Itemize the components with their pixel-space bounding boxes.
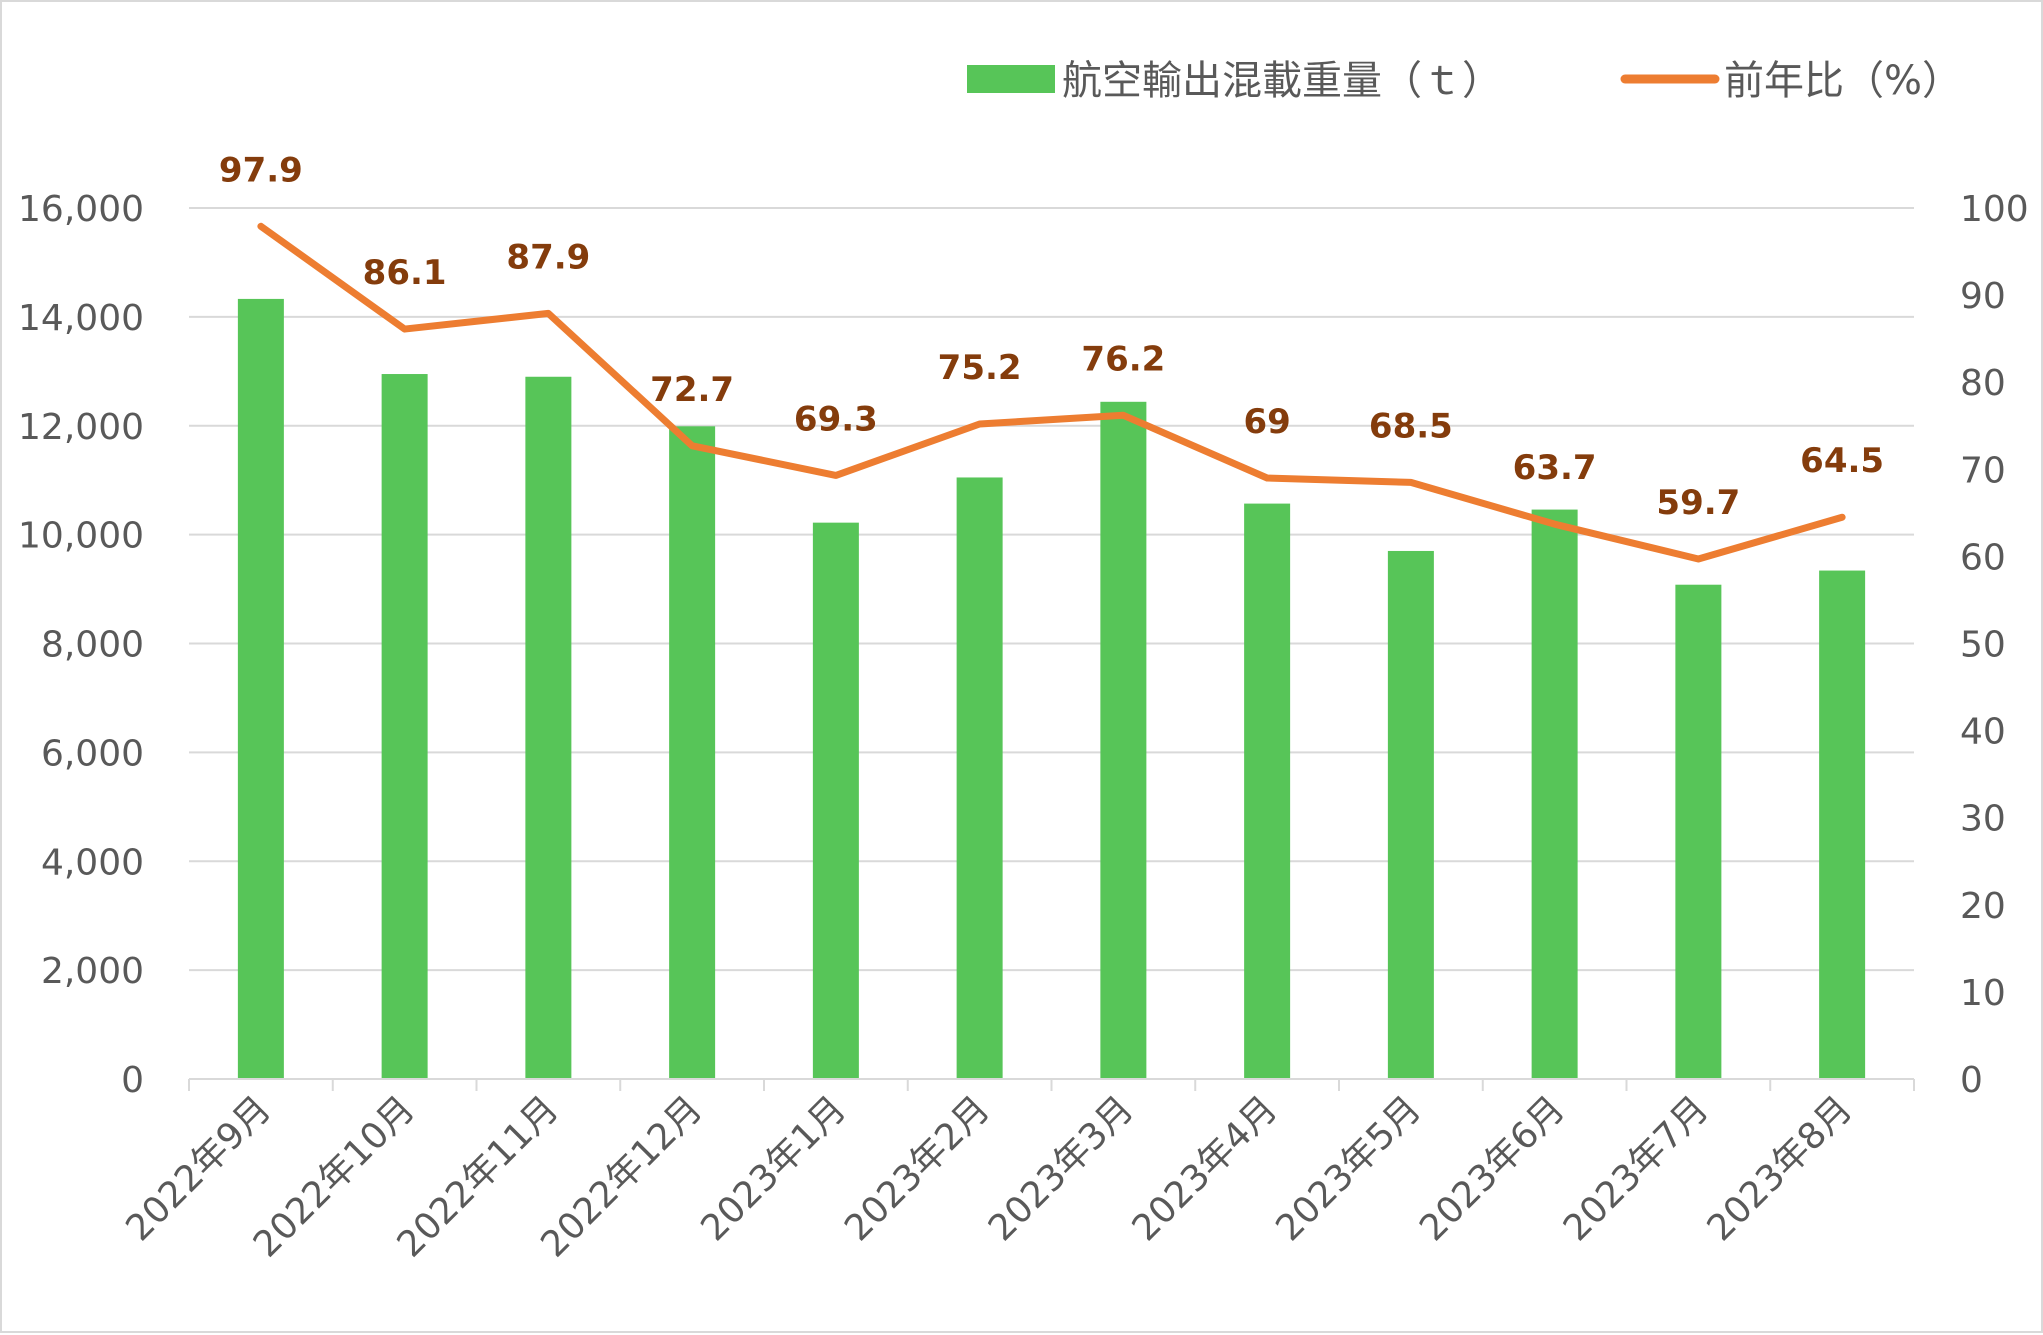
y-left-tick-label: 6,000 (41, 733, 144, 774)
y-right-tick-label: 20 (1960, 886, 2006, 927)
line-series (257, 222, 1846, 563)
y-right-tick-label: 60 (1960, 537, 2006, 578)
line-path (257, 222, 1846, 563)
data-label: 75.2 (938, 348, 1022, 388)
x-tick-label: 2023年7月 (1556, 1088, 1717, 1249)
bar (956, 477, 1003, 1079)
y-right-tick-label: 100 (1960, 189, 2029, 230)
bar (237, 298, 284, 1079)
data-label: 69 (1243, 402, 1290, 442)
x-tick-label: 2023年3月 (981, 1088, 1142, 1249)
y-right-tick-label: 90 (1960, 276, 2006, 317)
x-tick-label: 2023年1月 (693, 1088, 854, 1249)
bar (381, 374, 428, 1079)
data-label: 69.3 (794, 399, 878, 439)
x-tick-label: 2023年8月 (1700, 1088, 1861, 1249)
data-label: 97.9 (219, 150, 303, 190)
x-tick-label: 2023年2月 (837, 1088, 998, 1249)
y-right-tick-label: 50 (1960, 625, 2006, 666)
x-axis: 2022年9月2022年10月2022年11月2022年12月2023年1月20… (118, 1078, 1915, 1265)
bar (1100, 401, 1147, 1079)
x-tick-label: 2023年4月 (1125, 1088, 1286, 1249)
y-left-tick-label: 8,000 (41, 625, 144, 666)
bar (525, 376, 572, 1080)
y-axis-left: 0 2,000 4,000 6,000 8,000 10,000 12,000 14,000 1… (18, 189, 144, 1101)
bar (1675, 584, 1722, 1079)
legend: 航空輸出混載重量（ｔ） 前年比（%） (967, 58, 1962, 104)
bar (1531, 509, 1578, 1079)
data-label: 72.7 (650, 370, 734, 410)
legend-label-ratio: 前年比（%） (1724, 58, 1962, 104)
y-left-tick-label: 14,000 (18, 298, 144, 339)
bar (812, 522, 859, 1079)
legend-swatch-weight (967, 65, 1055, 93)
y-left-tick-label: 2,000 (41, 951, 144, 992)
bar (669, 426, 716, 1079)
y-left-tick-label: 12,000 (18, 407, 144, 448)
y-right-tick-label: 80 (1960, 363, 2006, 404)
data-label: 86.1 (363, 253, 447, 293)
bar (1819, 570, 1866, 1079)
y-left-tick-label: 4,000 (41, 842, 144, 883)
bar-series (237, 298, 1866, 1080)
y-left-tick-label: 0 (121, 1060, 144, 1101)
y-right-tick-label: 70 (1960, 450, 2006, 491)
data-label: 87.9 (506, 237, 590, 277)
x-tick-label: 2022年9月 (118, 1088, 279, 1249)
y-right-tick-label: 30 (1960, 799, 2006, 840)
bar (1387, 550, 1434, 1079)
data-label: 63.7 (1513, 448, 1597, 488)
y-left-tick-label: 16,000 (18, 189, 144, 230)
y-left-tick-label: 10,000 (18, 516, 144, 557)
data-label: 68.5 (1369, 406, 1453, 446)
y-axis-right: 0 10 20 30 40 50 60 70 80 90 100 (1960, 189, 2029, 1101)
line-data-labels: 97.9 86.1 87.9 72.7 69.3 75.2 76.2 69 68.5 63.7 59… (219, 150, 1884, 523)
x-tick-label: 2023年6月 (1412, 1088, 1573, 1249)
data-label: 76.2 (1081, 339, 1165, 379)
y-right-tick-label: 10 (1960, 973, 2006, 1014)
data-label: 59.7 (1656, 483, 1740, 523)
gridlines (189, 207, 1914, 972)
bar (1244, 503, 1291, 1080)
x-tick-label: 2023年5月 (1268, 1088, 1429, 1249)
y-right-tick-label: 40 (1960, 712, 2006, 753)
legend-label-weight: 航空輸出混載重量（ｔ） (1062, 58, 1502, 104)
y-right-tick-label: 0 (1960, 1060, 1983, 1101)
data-label: 64.5 (1800, 441, 1884, 481)
